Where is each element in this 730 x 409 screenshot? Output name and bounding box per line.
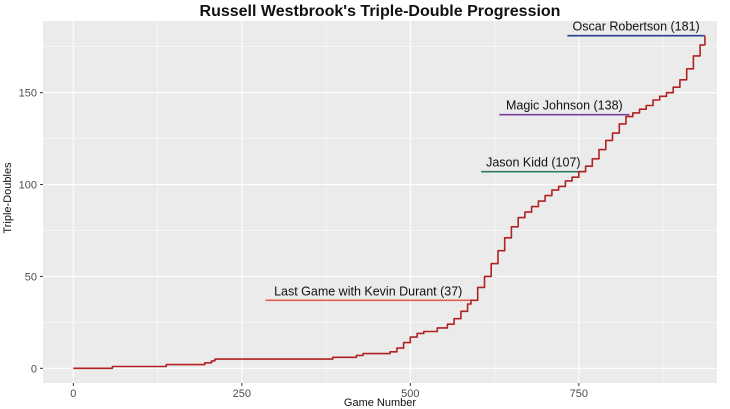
series-layer (73, 35, 706, 370)
annotation-label: Last Game with Kevin Durant (37) (274, 284, 462, 298)
annotation-label: Magic Johnson (138) (506, 99, 623, 113)
x-tick-label: 0 (70, 388, 76, 400)
x-tick-label: 500 (401, 388, 419, 400)
annotation-label: Oscar Robertson (181) (573, 20, 700, 34)
y-tick-label: 0 (31, 363, 37, 375)
grid-lines (43, 21, 717, 383)
y-tick-label: 150 (19, 88, 37, 100)
x-tick-label: 750 (570, 388, 588, 400)
axis-ticks: 0 250 500 750 0 50 100 150 (19, 88, 588, 400)
x-tick-label: 250 (233, 388, 251, 400)
plot-background (43, 21, 717, 383)
annotation-label: Jason Kidd (107) (486, 156, 581, 170)
y-tick-label: 50 (25, 271, 37, 283)
series-line (73, 35, 706, 370)
annotations: Last Game with Kevin Durant (37) Jason Ki… (265, 20, 705, 302)
chart-title: Russell Westbrook's Triple-Double Progre… (200, 3, 561, 20)
x-axis-title: Game Number (344, 397, 416, 409)
y-tick-label: 100 (19, 180, 37, 192)
y-axis-title: Triple-Doubles (2, 162, 14, 234)
